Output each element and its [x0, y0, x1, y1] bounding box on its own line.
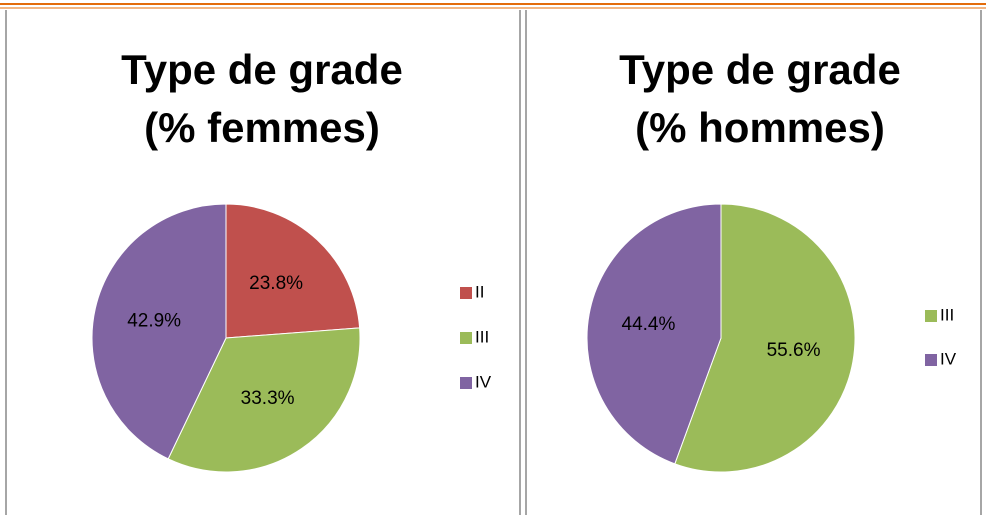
legend-swatch — [460, 287, 472, 299]
pie-slice — [674, 203, 856, 473]
data-label: 33.3% — [241, 388, 295, 409]
chart-title: Type de grade — [619, 46, 901, 93]
data-label: 44.4% — [622, 314, 676, 335]
data-label: 42.9% — [127, 311, 181, 332]
legend-label: II — [475, 282, 484, 301]
legend-label: III — [475, 327, 489, 346]
chart-title: Type de grade — [121, 46, 403, 93]
legend-swatch — [925, 354, 937, 366]
pie-slice — [225, 203, 361, 339]
chart-title: (% hommes) — [635, 104, 885, 151]
legend-label: III — [940, 305, 954, 324]
chart-title: (% femmes) — [144, 104, 380, 151]
data-label: 55.6% — [767, 340, 821, 361]
legend-label: IV — [940, 349, 957, 368]
legend-swatch — [460, 377, 472, 389]
pie-slice — [167, 327, 361, 473]
legend-label: IV — [475, 372, 492, 391]
pie-slice — [586, 203, 722, 465]
legend-swatch — [460, 332, 472, 344]
data-label: 23.8% — [249, 273, 303, 294]
legend-swatch — [925, 310, 937, 322]
pie-slice — [91, 203, 227, 460]
